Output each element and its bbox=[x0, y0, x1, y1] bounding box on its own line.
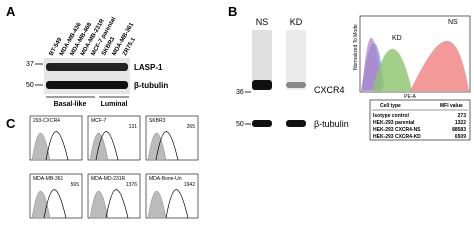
band-label: LASP-1 bbox=[134, 63, 163, 72]
table-cell: Isotype control bbox=[373, 113, 409, 119]
panel-label: C bbox=[6, 116, 16, 131]
marker: 37 bbox=[26, 61, 34, 68]
marker: 50 bbox=[26, 82, 34, 89]
figure: A BT-549MDA-MB-436MDA-MB-468MDA-MB-231RM… bbox=[6, 4, 471, 219]
table-cell: HEK-293 parental bbox=[373, 120, 415, 126]
curve-label: NS bbox=[448, 19, 458, 26]
plot-title: MCF-7 bbox=[91, 118, 106, 124]
isotype-curve bbox=[89, 191, 109, 219]
marker: 36 bbox=[236, 89, 244, 96]
table-header: Cell type bbox=[380, 103, 401, 109]
band-label: β-tubulin bbox=[314, 119, 349, 129]
sample-curve bbox=[155, 131, 179, 161]
bands bbox=[46, 63, 128, 89]
plot-title: 293-CXCR4 bbox=[33, 118, 60, 124]
marker: 50 bbox=[236, 121, 244, 128]
flow-plot: MCF-7 131 bbox=[87, 115, 141, 161]
sample-curve bbox=[45, 131, 69, 161]
sample-curve bbox=[95, 131, 119, 161]
mfi-value: 1942 bbox=[184, 182, 195, 188]
table-cell: 1322 bbox=[455, 120, 466, 126]
curve-label: KD bbox=[392, 35, 402, 42]
lane-labels: BT-549MDA-MB-436MDA-MB-468MDA-MB-231RMCF… bbox=[49, 16, 138, 57]
plot-title: MDA-Bone-Un bbox=[149, 176, 182, 182]
table-cell: HEK-293 CXCR4-KD bbox=[373, 134, 421, 140]
blot bbox=[252, 30, 306, 127]
flow-plot: 293-CXCR4 bbox=[29, 115, 83, 161]
group-label: Luminal bbox=[101, 101, 128, 108]
band-label: CXCR4 bbox=[314, 85, 345, 95]
flow-plots: 293-CXCR4 MCF-7131SKBR3265MDA-MB-361565MD… bbox=[29, 115, 199, 219]
mfi-table: Cell type MFI value Isotype control 273 HEK-… bbox=[369, 99, 471, 141]
lane-label: NS bbox=[256, 17, 269, 27]
isotype-curve bbox=[31, 133, 51, 161]
panel-label: B bbox=[228, 4, 237, 19]
band-label: β-tubulin bbox=[134, 81, 168, 90]
panel-label: A bbox=[6, 4, 16, 19]
histogram: Normalized To Mode PE-A KD NS bbox=[353, 15, 471, 100]
flow-plot: SKBR3 265 bbox=[145, 115, 199, 161]
mfi-value: 1376 bbox=[126, 182, 137, 188]
plot-title: SKBR3 bbox=[149, 118, 166, 124]
isotype-curve bbox=[147, 133, 167, 161]
group-label: Basal-like bbox=[54, 101, 87, 108]
sample-curve bbox=[43, 189, 67, 219]
plot-title: MDA-MD-231R bbox=[91, 176, 126, 182]
mfi-value: 565 bbox=[71, 182, 80, 188]
lane-label: KD bbox=[290, 17, 303, 27]
table-cell: 88583 bbox=[452, 127, 466, 133]
table-cell: 6509 bbox=[455, 134, 466, 140]
sample-curve bbox=[165, 189, 189, 219]
mfi-value: 265 bbox=[187, 124, 196, 130]
plot-title: MDA-MB-361 bbox=[33, 176, 64, 182]
axis-label: Normalized To Mode bbox=[353, 24, 359, 70]
flow-plot: MDA-MB-361 565 bbox=[29, 173, 83, 219]
sample-curve bbox=[105, 189, 129, 219]
table-cell: HEK-293 CXCR4-NS bbox=[373, 127, 421, 133]
axis-label: PE-A bbox=[404, 94, 416, 100]
mfi-value: 131 bbox=[129, 124, 138, 130]
table-header: MFI value bbox=[440, 103, 463, 109]
table-cell: 273 bbox=[458, 113, 467, 119]
